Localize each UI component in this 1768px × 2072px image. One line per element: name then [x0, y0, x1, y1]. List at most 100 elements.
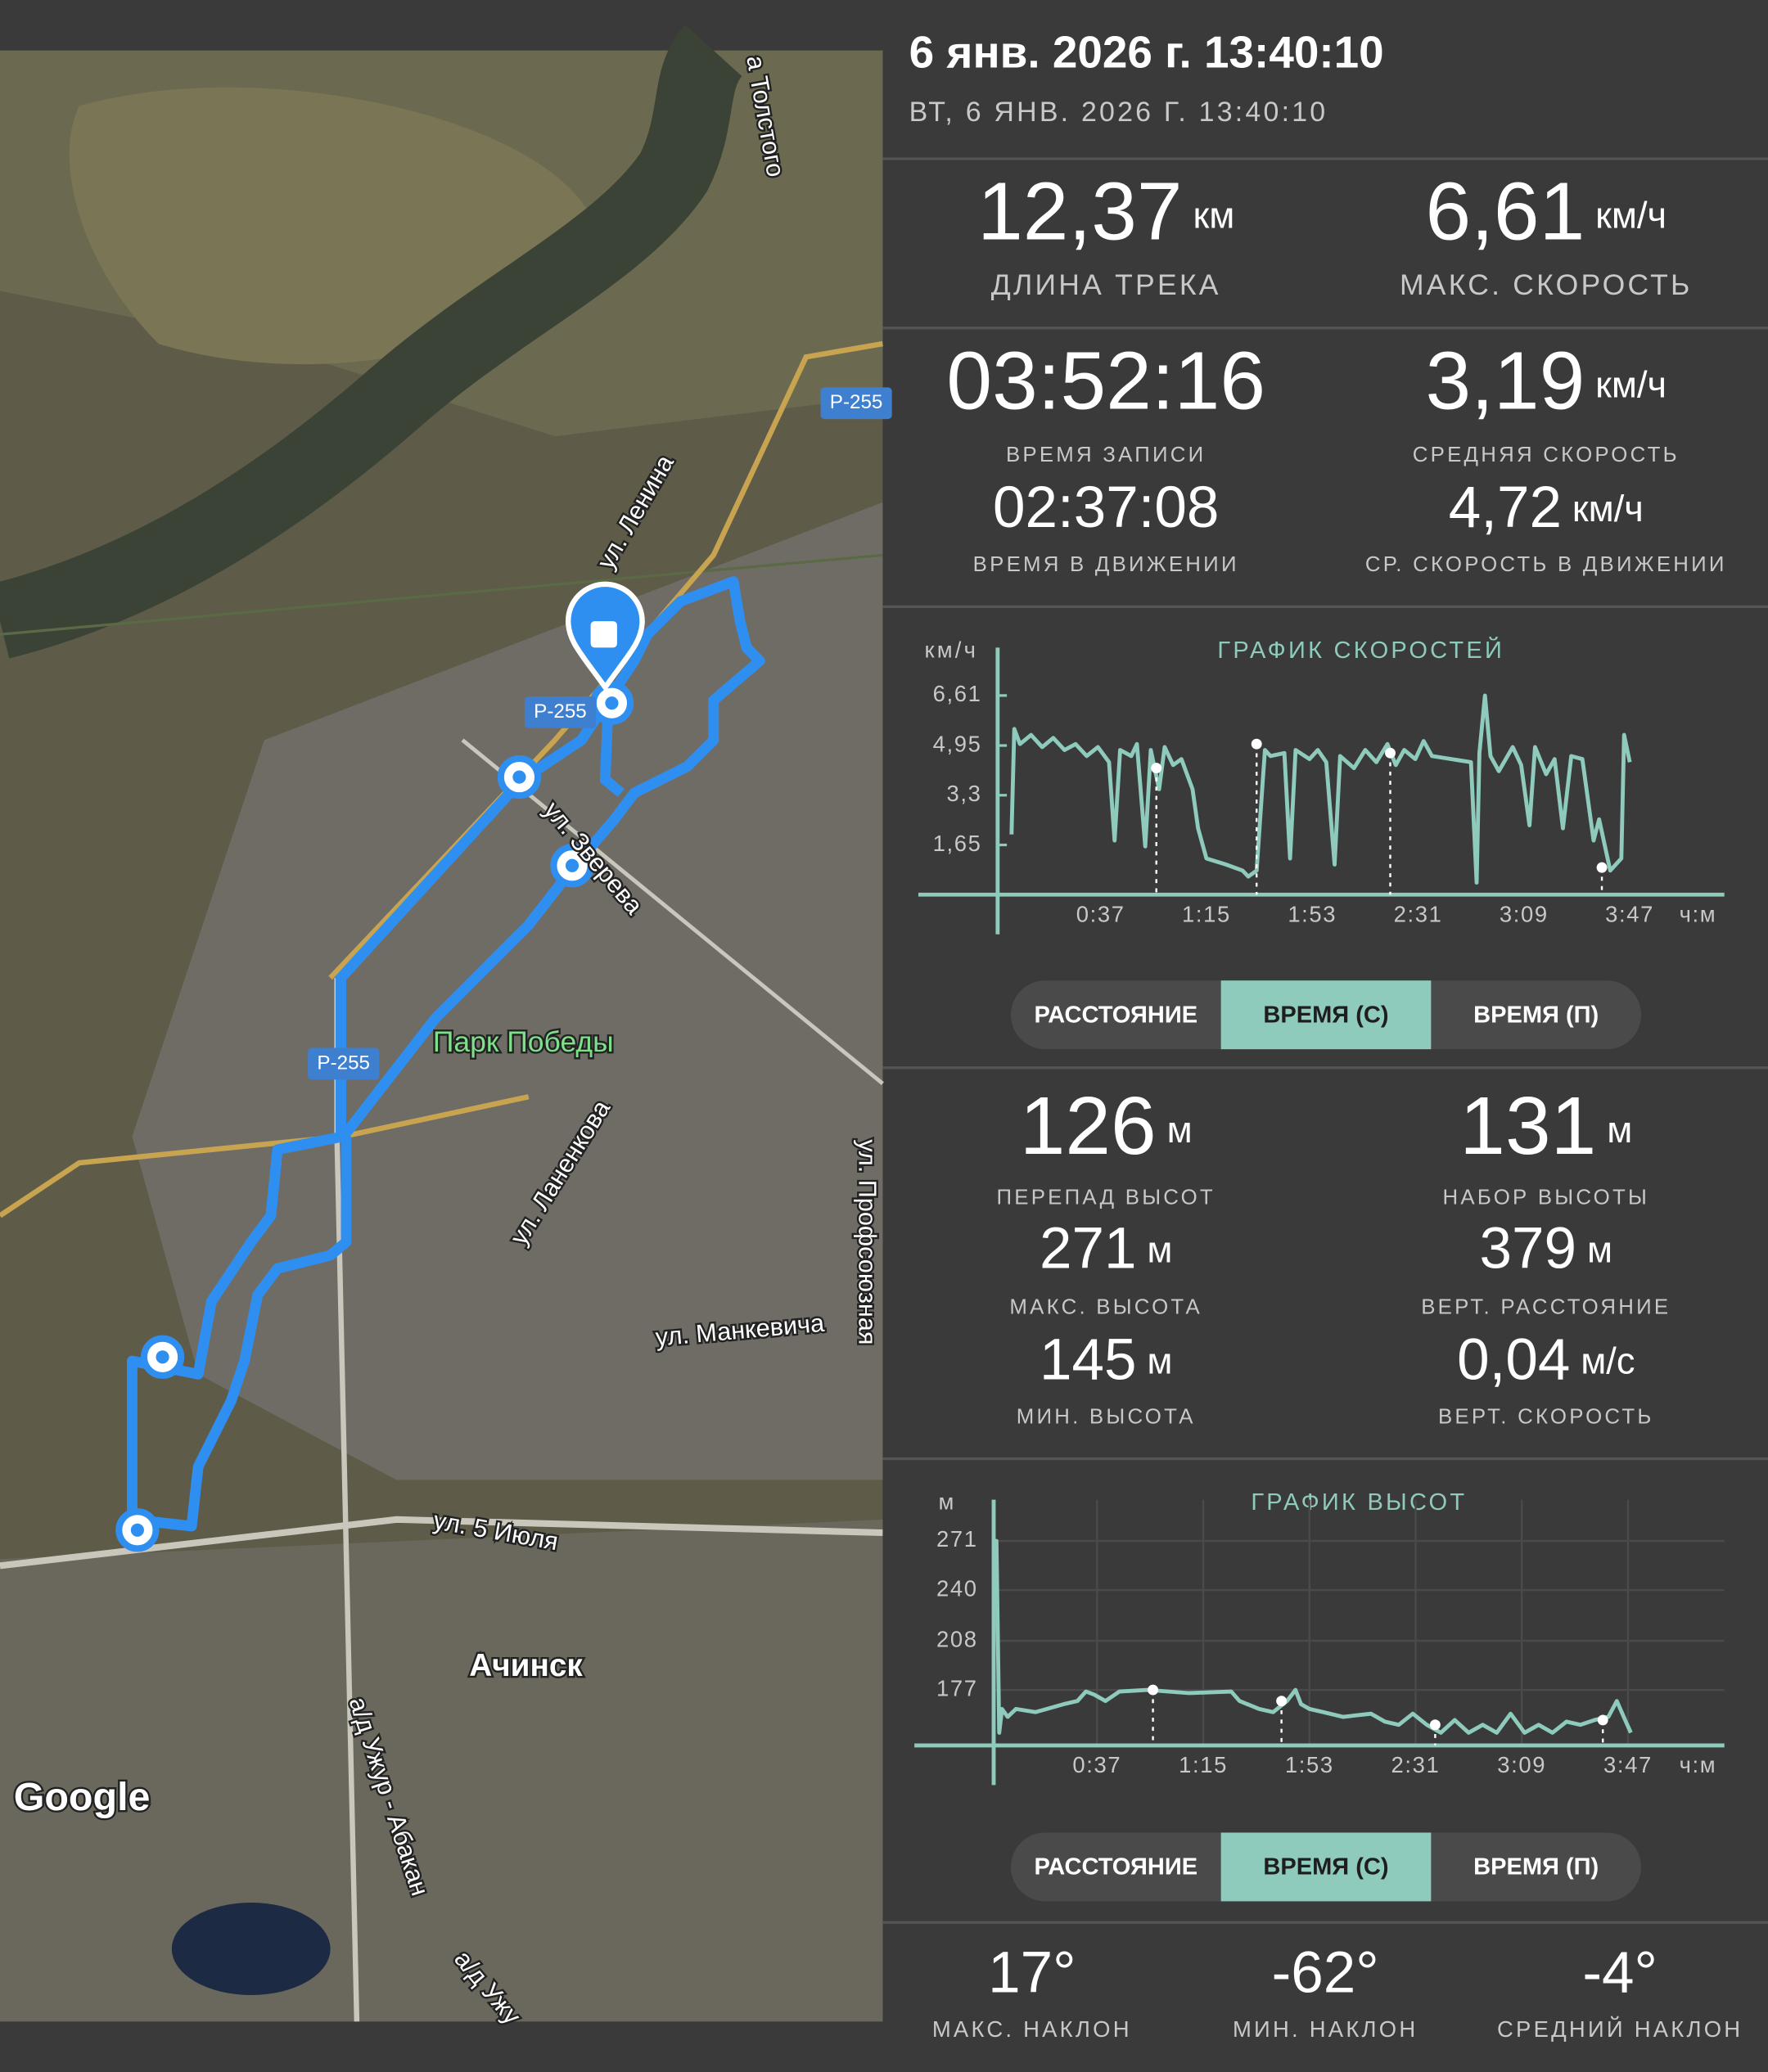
stat-number: -4° [1582, 1940, 1658, 2005]
y-tick-label: 177 [936, 1675, 978, 1700]
stat-label: ДЛИНА ТРЕКА [991, 268, 1221, 301]
stat-label: МИН. НАКЛОН [1233, 2016, 1418, 2042]
tab-selected[interactable] [1220, 980, 1432, 1050]
marker-dot [1596, 862, 1608, 873]
map-label: Парк Победы [433, 1025, 614, 1058]
x-tick-label: 0:37 [1076, 901, 1125, 926]
chart-title: ГРАФИК ВЫСОТ [1251, 1489, 1467, 1516]
stat-unit: м [1587, 1229, 1612, 1271]
stat-number: 145 [1040, 1327, 1137, 1392]
marker-dot [1148, 1684, 1159, 1696]
stat-unit: км [1193, 195, 1234, 236]
stat-number: 17° [988, 1940, 1076, 2005]
tab-option[interactable]: ВРЕМЯ (П) [1473, 1854, 1599, 1881]
stat-value: 0,04 м/с [1457, 1327, 1635, 1392]
stat-value: 271 м [1040, 1217, 1172, 1281]
tab-option[interactable]: РАССТОЯНИЕ [1034, 1854, 1197, 1881]
y-unit: м [938, 1489, 956, 1515]
map-label: Р-255 [534, 700, 587, 723]
tab-option[interactable]: ВРЕМЯ (С) [1263, 1002, 1388, 1028]
x-tick-label: 0:37 [1072, 1752, 1121, 1777]
stat-value: 12,37 км [977, 166, 1234, 258]
y-tick-label: 6,61 [933, 681, 982, 706]
map-attribution: Google [14, 1775, 151, 1819]
y-tick-label: 240 [936, 1575, 978, 1601]
stat-value: 3,19 км/ч [1425, 336, 1667, 427]
marker-dot [1429, 1719, 1441, 1731]
stat-value: -4° [1582, 1940, 1658, 2005]
x-tick-label: 1:53 [1288, 901, 1337, 926]
stat-value: 131 м [1459, 1080, 1632, 1172]
y-tick-label: 3,3 [946, 781, 981, 806]
stat-value: 17° [988, 1940, 1076, 2005]
marker-dot [1597, 1714, 1608, 1726]
stat-number: 02:37:08 [993, 475, 1219, 540]
stat-label: ВЕРТ. РАССТОЯНИЕ [1421, 1295, 1671, 1318]
header-subtitle: ВТ, 6 ЯНВ. 2026 Г. 13:40:10 [909, 97, 1328, 128]
x-tick-label: 3:09 [1497, 1752, 1546, 1777]
stat-number: 3,19 [1425, 336, 1585, 427]
stat-unit: км/ч [1595, 195, 1667, 236]
stat-number: 12,37 [977, 166, 1182, 258]
marker-dot [1251, 738, 1262, 750]
stat-unit: км/ч [1595, 363, 1667, 405]
stat-unit: км/ч [1572, 488, 1644, 529]
stat-number: 0,04 [1457, 1327, 1570, 1392]
stat-label: ВРЕМЯ В ДВИЖЕНИИ [973, 553, 1239, 576]
stat-number: 131 [1459, 1080, 1596, 1172]
y-tick-label: 271 [936, 1526, 978, 1552]
marker-dot [1276, 1696, 1288, 1707]
data-line [993, 1538, 1633, 1735]
chart-title: ГРАФИК СКОРОСТЕЙ [1217, 636, 1504, 664]
tab-option[interactable]: РАССТОЯНИЕ [1034, 1002, 1197, 1028]
x-tick-label: 3:09 [1500, 901, 1549, 926]
y-unit: км/ч [924, 637, 978, 662]
y-tick-label: 4,95 [933, 731, 982, 756]
x-tick-label: 2:31 [1391, 1752, 1441, 1777]
stat-unit: м/с [1581, 1340, 1635, 1381]
map-label: Р-255 [830, 391, 883, 413]
stat-label: СРЕДНЯЯ СКОРОСТЬ [1413, 444, 1680, 466]
map-label: Р-255 [317, 1052, 370, 1074]
marker-dot [1385, 747, 1396, 759]
marker-dot [1151, 763, 1162, 774]
x-tick-label: 1:15 [1179, 1752, 1228, 1777]
stat-label: ВРЕМЯ ЗАПИСИ [1006, 444, 1206, 466]
stat-value: -62° [1272, 1940, 1379, 2005]
x-unit: ч:м [1680, 901, 1717, 926]
stat-value: 03:52:16 [946, 336, 1265, 427]
stat-number: -62° [1272, 1940, 1379, 2005]
data-line [1009, 693, 1632, 885]
stat-value: 4,72 км/ч [1449, 475, 1644, 540]
stat-value: 379 м [1480, 1217, 1612, 1281]
map-label: ул. Профсоюзная [853, 1139, 881, 1345]
stat-label: ПЕРЕПАД ВЫСОТ [996, 1186, 1215, 1209]
y-tick-label: 208 [936, 1626, 978, 1651]
stat-label: НАБОР ВЫСОТЫ [1443, 1186, 1650, 1209]
stat-unit: м [1147, 1340, 1172, 1381]
tab-selected[interactable] [1220, 1832, 1432, 1902]
stat-number: 4,72 [1449, 475, 1562, 540]
stat-unit: м [1147, 1229, 1172, 1271]
stat-value: 126 м [1020, 1080, 1193, 1172]
stat-label: МАКС. СКОРОСТЬ [1400, 268, 1693, 301]
stat-label: МИН. ВЫСОТА [1017, 1405, 1196, 1428]
x-tick-label: 1:53 [1285, 1752, 1334, 1777]
stat-value: 02:37:08 [993, 475, 1219, 540]
x-tick-label: 3:47 [1605, 901, 1654, 926]
x-tick-label: 1:15 [1182, 901, 1231, 926]
x-tick-label: 2:31 [1394, 901, 1443, 926]
stat-unit: м [1167, 1109, 1193, 1151]
road-shield [308, 1047, 380, 1080]
tab-option[interactable]: ВРЕМЯ (П) [1473, 1002, 1599, 1028]
stat-number: 03:52:16 [946, 336, 1265, 427]
x-unit: ч:м [1680, 1752, 1717, 1777]
stat-label: МАКС. ВЫСОТА [1009, 1295, 1202, 1318]
stat-number: 126 [1020, 1080, 1157, 1172]
tab-option[interactable]: ВРЕМЯ (С) [1263, 1854, 1388, 1881]
road-shield [820, 387, 892, 420]
y-tick-label: 1,65 [933, 831, 982, 856]
